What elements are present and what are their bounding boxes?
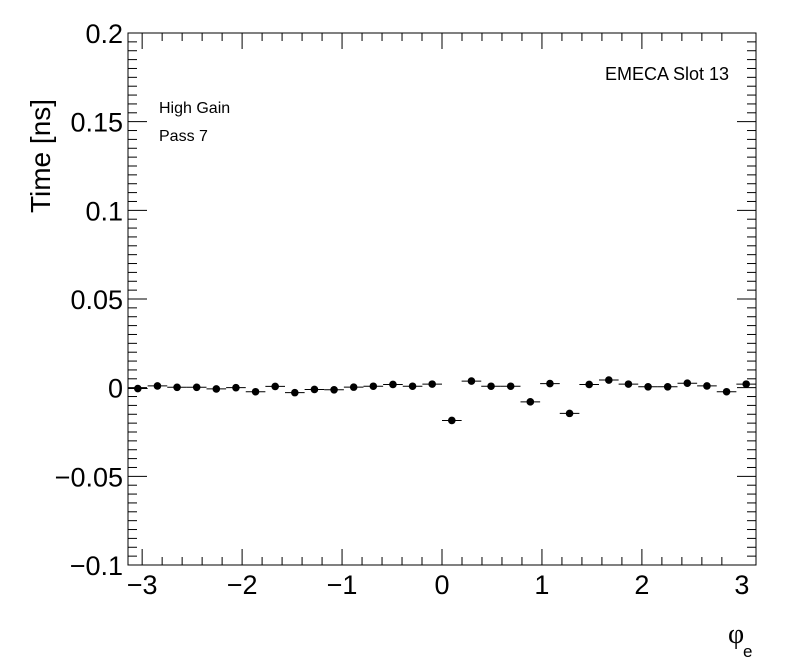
data-point — [716, 387, 737, 396]
data-marker — [644, 382, 652, 391]
y-axis-title: Time [ns] — [25, 99, 56, 213]
pass-annotation: Pass 7 — [159, 128, 208, 145]
y-tick-label: 0 — [108, 374, 123, 404]
data-marker — [192, 383, 201, 392]
data-point — [167, 383, 187, 392]
data-point — [285, 388, 305, 397]
data-point — [677, 379, 698, 388]
x-tick-labels: −3 −2 −1 0 1 2 3 — [127, 570, 750, 600]
y-tick-label: 0.15 — [70, 108, 123, 138]
data-point — [579, 380, 599, 389]
data-marker — [605, 376, 613, 384]
data-marker — [722, 387, 731, 396]
data-marker — [271, 382, 279, 391]
data-marker — [408, 382, 417, 391]
data-marker — [742, 380, 750, 388]
x-tick-label: 1 — [534, 570, 549, 600]
data-marker — [369, 382, 378, 391]
x-axis-title-subscript: e — [743, 642, 752, 661]
data-point — [657, 382, 678, 391]
data-point — [736, 380, 756, 388]
data-point — [265, 382, 285, 391]
data-point — [226, 383, 246, 392]
data-point — [128, 384, 148, 393]
data-marker — [173, 383, 181, 392]
data-point — [245, 387, 266, 396]
data-point — [402, 382, 423, 391]
plot-frame — [127, 32, 757, 566]
data-marker — [467, 377, 476, 385]
data-marker — [506, 382, 515, 391]
x-axis-title: φ — [728, 619, 744, 650]
data-marker — [134, 384, 142, 393]
slot-annotation: EMECA Slot 13 — [605, 64, 729, 84]
x-tick-label: 2 — [634, 570, 649, 600]
data-marker — [683, 379, 692, 388]
data-point — [481, 382, 501, 391]
x-tick-label: −1 — [327, 570, 358, 600]
data-marker — [585, 380, 593, 389]
data-marker — [624, 380, 633, 388]
y-tick-label: 0.1 — [85, 196, 123, 226]
data-marker — [251, 387, 260, 396]
data-point — [638, 382, 658, 391]
data-point — [304, 385, 325, 394]
data-point — [147, 382, 168, 390]
data-marker — [212, 385, 221, 393]
data-marker — [526, 398, 535, 406]
data-point — [186, 383, 207, 392]
data-point — [383, 380, 403, 389]
data-marker — [330, 385, 338, 394]
axis-ticks — [128, 32, 756, 566]
x-tick-label: 3 — [734, 570, 749, 600]
data-point — [343, 383, 364, 391]
data-marker — [703, 382, 711, 390]
data-point — [697, 382, 717, 390]
data-marker — [310, 385, 319, 394]
y-tick-label: −0.1 — [70, 551, 123, 581]
data-marker — [448, 416, 456, 425]
data-point — [461, 377, 482, 385]
data-point — [500, 382, 521, 391]
data-marker — [232, 383, 240, 392]
data-marker — [546, 379, 554, 388]
gain-annotation: High Gain — [159, 100, 230, 117]
data-point — [540, 379, 560, 388]
y-tick-label: −0.05 — [55, 462, 123, 492]
y-tick-labels: −0.1 −0.05 0 0.05 0.1 0.15 0.2 — [55, 19, 123, 581]
data-point — [599, 376, 619, 384]
data-point — [206, 385, 227, 393]
data-marker — [349, 383, 358, 391]
data-marker — [291, 388, 299, 397]
data-marker — [565, 409, 574, 418]
data-point — [363, 382, 384, 391]
data-point — [324, 385, 344, 394]
y-tick-label: 0.2 — [85, 19, 123, 49]
x-tick-label: −2 — [227, 570, 258, 600]
y-tick-label: 0.05 — [70, 285, 123, 315]
x-tick-label: 0 — [434, 570, 449, 600]
data-point — [520, 398, 541, 406]
data-marker — [663, 382, 672, 391]
data-marker — [153, 382, 162, 390]
data-point — [422, 380, 442, 388]
data-point — [618, 380, 639, 388]
data-point — [442, 416, 462, 425]
data-marker — [389, 380, 397, 389]
data-marker — [487, 382, 495, 391]
data-points — [128, 376, 756, 425]
data-point — [559, 409, 580, 418]
data-marker — [428, 380, 436, 388]
x-tick-label: −3 — [127, 570, 158, 600]
